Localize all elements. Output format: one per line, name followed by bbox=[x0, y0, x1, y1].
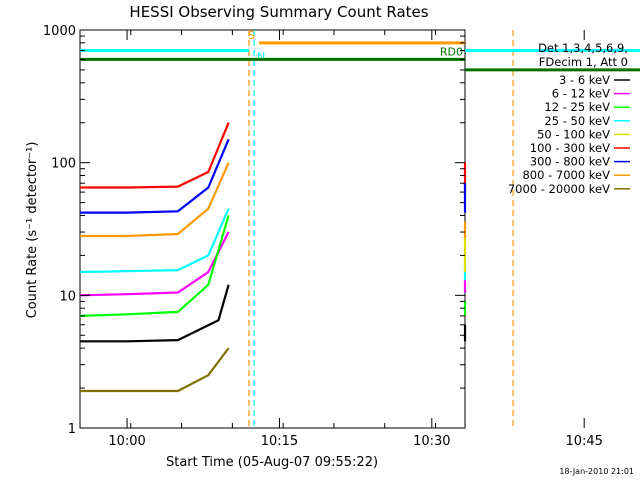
legend: Det 1,3,4,5,6,9, FDecim 1, Att 0 3 - 6 k… bbox=[508, 41, 630, 196]
legend-label: 100 - 300 keV bbox=[530, 141, 610, 155]
y-tick-label: 1 bbox=[68, 422, 76, 437]
series-line bbox=[79, 215, 230, 317]
y-axis: 1 10 100 1000 bbox=[43, 24, 465, 437]
series-12-25-kev bbox=[79, 215, 467, 317]
legend-label: 25 - 50 keV bbox=[544, 114, 610, 128]
flag-layer: SNRD0RD4 bbox=[80, 29, 640, 72]
chart-title: HESSI Observing Summary Count Rates bbox=[129, 3, 428, 21]
legend-label: 7000 - 20000 keV bbox=[508, 182, 610, 196]
series-25-50-kev bbox=[79, 208, 467, 281]
x-tick-label: 10:00 bbox=[108, 434, 145, 449]
y-tick-label: 1000 bbox=[43, 24, 76, 39]
legend-label: 3 - 6 keV bbox=[559, 73, 610, 87]
series-line bbox=[80, 122, 230, 189]
series-line bbox=[80, 347, 230, 393]
series-line bbox=[80, 162, 230, 238]
y-tick-label: 100 bbox=[51, 157, 76, 172]
legend-label: 800 - 7000 keV bbox=[522, 168, 610, 182]
legend-label: 300 - 800 keV bbox=[530, 155, 610, 169]
series-line bbox=[79, 208, 230, 274]
x-tick-label: 10:30 bbox=[413, 434, 450, 449]
plot-frame bbox=[79, 29, 466, 429]
series-800-7000-kev bbox=[80, 162, 467, 239]
legend-label: 50 - 100 keV bbox=[537, 127, 610, 141]
x-tick-label: 10:15 bbox=[261, 434, 298, 449]
flag-label: RD0 bbox=[440, 45, 463, 58]
generation-timestamp: 18-Jan-2010 21:01 bbox=[559, 467, 634, 476]
series-layer bbox=[79, 122, 467, 393]
legend-label: 6 - 12 keV bbox=[552, 87, 610, 101]
x-tick-label: 10:45 bbox=[565, 434, 602, 449]
series-100-300-kev bbox=[80, 122, 467, 190]
series-300-800-kev bbox=[80, 138, 467, 214]
legend-label: 12 - 25 keV bbox=[544, 100, 610, 114]
legend-header-line2: FDecim 1, Att 0 bbox=[539, 55, 628, 69]
series-7000-20000-kev bbox=[80, 347, 230, 393]
flag-label: N bbox=[257, 51, 265, 64]
y-tick-label: 10 bbox=[59, 289, 76, 304]
x-axis-title: Start Time (05-Aug-07 09:55:22) bbox=[166, 455, 378, 470]
series-6-12-kev bbox=[79, 231, 467, 297]
flag-label: S bbox=[248, 29, 255, 42]
series-line bbox=[80, 284, 230, 343]
vertical-markers bbox=[248, 30, 514, 428]
y-axis-title: Count Rate (s⁻¹ detector⁻¹) bbox=[25, 142, 40, 319]
series-line bbox=[80, 138, 230, 214]
legend-header-line1: Det 1,3,4,5,6,9, bbox=[538, 41, 628, 55]
